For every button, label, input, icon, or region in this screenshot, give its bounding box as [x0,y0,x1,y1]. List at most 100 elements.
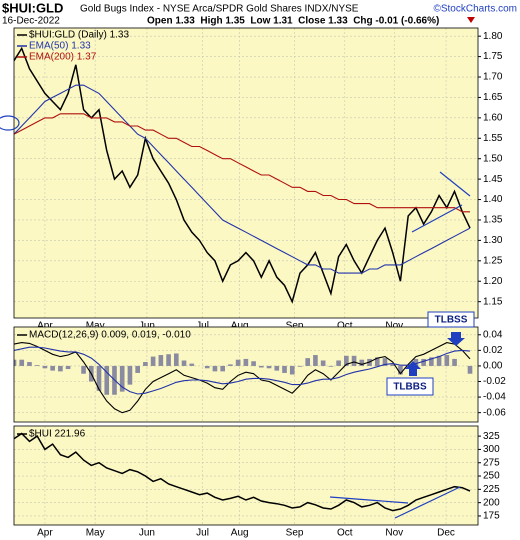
plot-area [14,426,478,525]
histogram-bar [282,365,287,373]
y-tick-label: 175 [483,511,500,522]
histogram-bar [173,353,179,366]
y-tick-label: 0.00 [483,361,503,372]
ellipse-marker [0,115,20,131]
legend-label: EMA(50) 1.33 [29,41,91,52]
x-tick-label: Apr [37,321,53,332]
histogram-bar [390,364,396,366]
x-tick-label: Jun [139,321,155,332]
annotation-box [427,311,475,328]
x-tick-label: Aug [231,321,249,332]
histogram-bar [328,365,334,367]
plot-area [14,327,478,422]
histogram-bar [96,365,102,391]
histogram-bar [65,365,71,370]
down-indicator [467,17,475,23]
series-line [14,46,471,304]
annotations: TLBSS TLBBS [0,115,475,519]
histogram-bar [251,361,256,366]
y-tick-label: 1.15 [483,296,503,307]
plot-border [13,27,479,319]
histogram-bar [374,357,380,366]
y-tick-label: 225 [483,484,500,495]
x-tick-label: Sep [286,321,304,332]
histogram-bar [436,355,442,366]
date: 16-Dec-2022 [2,16,60,27]
y-tick-label: 200 [483,497,500,508]
histogram-bar [235,359,241,366]
x-tick-label: May [86,321,105,332]
y-tick-label: 275 [483,457,500,468]
x-tick-label: Apr [37,528,53,539]
histogram-bar [429,357,434,366]
histogram-bar [344,355,349,366]
annotation: TLBBS [393,382,427,393]
series-group [14,342,473,414]
series-line [14,113,470,213]
symbol: $HUI:GLD [2,0,63,15]
trendline [411,204,463,233]
series-line [14,84,471,274]
y-tick-label: 1.45 [483,174,503,185]
histogram-bar [143,362,148,366]
source: ©StockCharts.com [433,4,517,15]
x-tick-label: Sep [286,528,304,539]
annotation: TLBSS [435,315,468,326]
legend-label: EMA(200) 1.37 [29,52,97,63]
y-tick-label: 1.55 [483,133,503,144]
histogram-bar [19,359,25,366]
x-tick-label: Oct [337,528,353,539]
panel: AprMayJunJulAugSepOctNovDec1.801.751.701… [13,27,503,332]
legend-label: $HUI:GLD (Daily) 1.33 [29,30,129,41]
x-tick-label: Nov [385,528,403,539]
histogram-bar [313,355,318,366]
histogram-bar [135,365,140,373]
x-tick-label: Jun [139,528,155,539]
histogram-bar [212,365,218,372]
histogram-bar [266,365,272,369]
trendline [394,486,461,519]
series-line [14,432,471,512]
y-tick-label: -0.04 [483,392,506,403]
histogram-bar [42,365,48,369]
histogram-bar [444,355,450,366]
histogram-bar [259,365,264,368]
y-tick-label: -0.02 [483,376,506,387]
y-tick-label: 1.25 [483,255,503,266]
histogram-bar [119,365,125,392]
histogram-bar [81,365,86,374]
panel: Apr May Jun Jul Aug Sep Oct Nov Dec 325 300 275 250 2… [13,425,500,539]
y-tick-label: 1.60 [483,112,503,123]
histogram-bar [50,365,55,371]
y-tick-label: 250 [483,471,500,482]
y-tick-label: 1.35 [483,215,503,226]
plot-border [13,425,479,526]
panel-title: $HUI 221.96 [29,429,86,440]
y-tick-label: 1.70 [483,72,503,83]
x-tick-label: Jul [196,321,209,332]
y-tick-label: 1.30 [483,235,503,246]
histogram-bar [166,354,171,366]
plot-area [14,28,478,318]
arrow-down [447,332,465,346]
series-group [14,46,471,304]
panel: 0.04 0.02 0.00 -0.02 -0.04 -0.06 MACD(12,26,9)… [13,326,506,423]
y-tick-label: 1.65 [483,92,503,103]
histogram-bar [382,358,388,366]
histogram-bar [467,365,473,374]
histogram-bar [274,365,280,371]
histogram-bar [398,365,403,375]
trendline [329,496,409,504]
plot-border [13,326,479,423]
histogram-bar [27,362,32,366]
histogram-bar [305,358,311,366]
histogram-bar [181,360,187,366]
y-tick-label: 0.04 [483,329,503,340]
y-tick-label: -0.06 [483,407,506,418]
histogram-bar [297,365,303,367]
histogram-bar [336,360,341,366]
series-group [14,432,471,512]
y-tick-label: 1.20 [483,276,503,287]
histogram-bar [289,365,295,375]
